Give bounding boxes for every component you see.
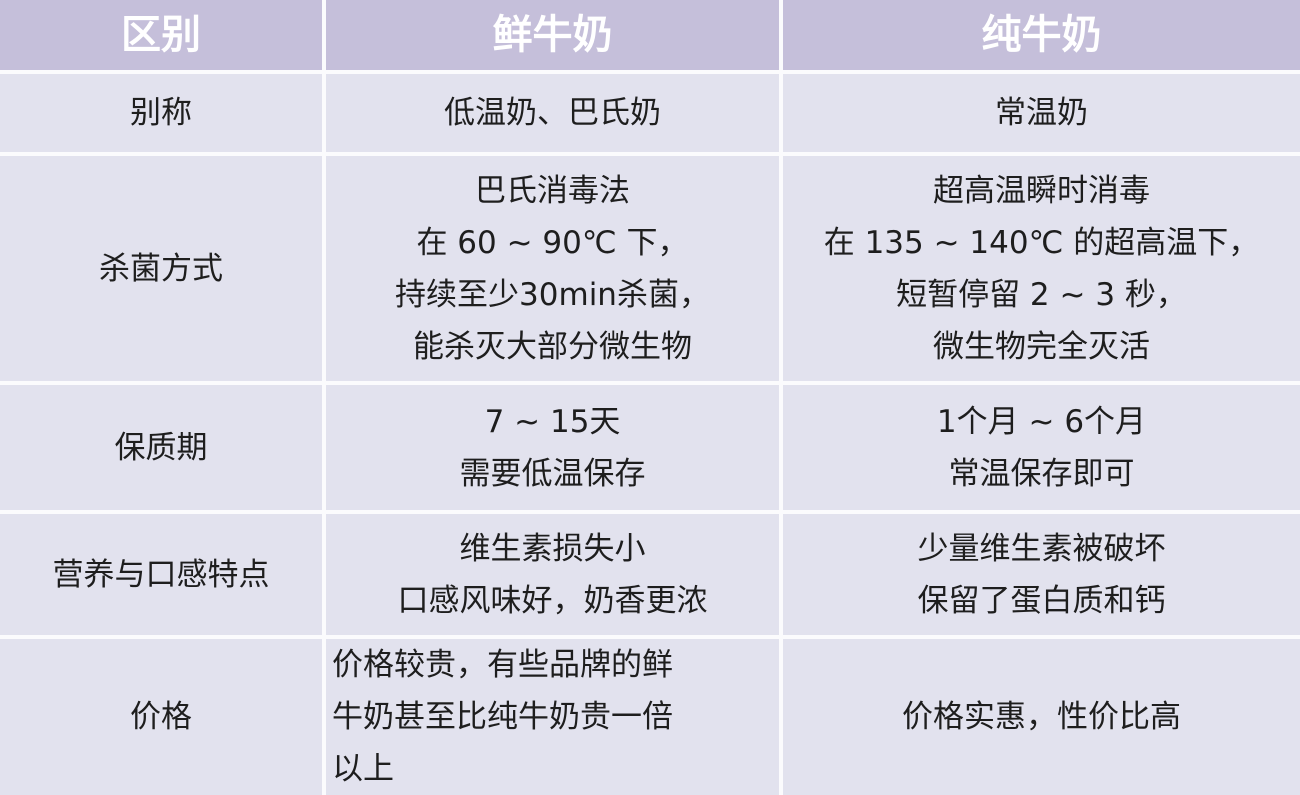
header-pure-milk: 纯牛奶 bbox=[779, 0, 1300, 74]
row-label: 杀菌方式 bbox=[0, 152, 326, 385]
pure-milk-cell: 价格实惠，性价比高 bbox=[779, 635, 1300, 795]
row-label: 别称 bbox=[0, 70, 326, 156]
fresh-milk-cell: 7 ~ 15天 需要低温保存 bbox=[322, 381, 783, 514]
header-fresh-milk: 鲜牛奶 bbox=[322, 0, 783, 74]
fresh-milk-cell: 低温奶、巴氏奶 bbox=[322, 70, 783, 156]
pure-milk-cell: 超高温瞬时消毒 在 135 ~ 140℃ 的超高温下， 短暂停留 2 ~ 3 秒… bbox=[779, 152, 1300, 385]
pure-milk-cell: 少量维生素被破坏 保留了蛋白质和钙 bbox=[779, 510, 1300, 639]
table-row: 营养与口感特点 维生素损失小 口感风味好，奶香更浓 少量维生素被破坏 保留了蛋白… bbox=[0, 510, 1300, 639]
table-row: 别称 低温奶、巴氏奶 常温奶 bbox=[0, 70, 1300, 156]
table-row: 价格 价格较贵，有些品牌的鲜 牛奶甚至比纯牛奶贵一倍 以上 价格实惠，性价比高 bbox=[0, 635, 1300, 795]
pure-milk-cell: 1个月 ~ 6个月 常温保存即可 bbox=[779, 381, 1300, 514]
header-row: 区别 鲜牛奶 纯牛奶 bbox=[0, 0, 1300, 74]
header-difference: 区别 bbox=[0, 0, 326, 74]
row-label: 营养与口感特点 bbox=[0, 510, 326, 639]
row-label: 价格 bbox=[0, 635, 326, 795]
pure-milk-cell: 常温奶 bbox=[779, 70, 1300, 156]
fresh-milk-cell: 维生素损失小 口感风味好，奶香更浓 bbox=[322, 510, 783, 639]
fresh-milk-cell: 巴氏消毒法 在 60 ~ 90℃ 下， 持续至少30min杀菌， 能杀灭大部分微… bbox=[322, 152, 783, 385]
table-row: 保质期 7 ~ 15天 需要低温保存 1个月 ~ 6个月 常温保存即可 bbox=[0, 381, 1300, 514]
fresh-milk-cell: 价格较贵，有些品牌的鲜 牛奶甚至比纯牛奶贵一倍 以上 bbox=[322, 635, 783, 795]
row-label: 保质期 bbox=[0, 381, 326, 514]
table-row: 杀菌方式 巴氏消毒法 在 60 ~ 90℃ 下， 持续至少30min杀菌， 能杀… bbox=[0, 152, 1300, 385]
